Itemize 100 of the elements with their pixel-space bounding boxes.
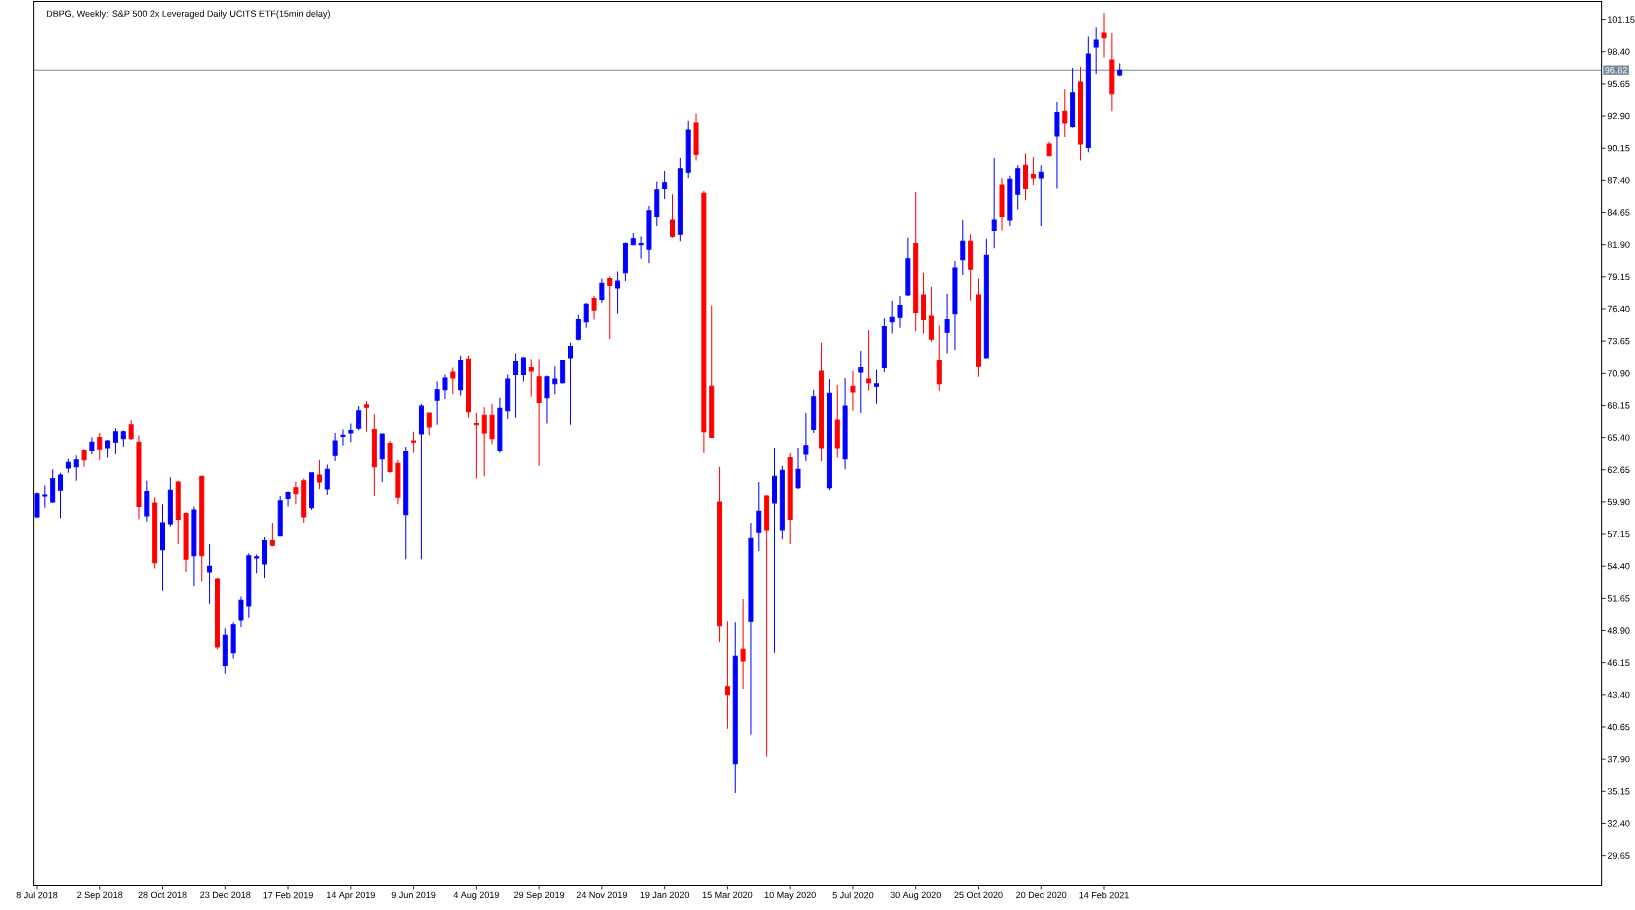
candlestick xyxy=(983,238,989,359)
candlestick xyxy=(646,205,652,264)
candlestick xyxy=(709,304,715,439)
candlestick xyxy=(128,419,134,441)
candlestick xyxy=(309,472,315,511)
candlestick xyxy=(505,373,511,420)
candlestick xyxy=(222,627,228,675)
candlestick xyxy=(442,373,448,400)
candlestick xyxy=(1007,175,1013,227)
candlestick xyxy=(756,481,762,552)
candlestick xyxy=(717,466,723,643)
candlestick xyxy=(615,271,621,315)
candlestick xyxy=(262,536,268,579)
candlestick xyxy=(1085,36,1091,153)
candlestick xyxy=(583,302,589,329)
y-tick-label: 35.15 xyxy=(1607,788,1630,795)
candlestick xyxy=(654,181,660,227)
candlestick xyxy=(536,358,542,467)
x-tick-label: 20 Dec 2020 xyxy=(1016,891,1067,899)
candlestick xyxy=(591,295,597,320)
candlestick xyxy=(638,235,644,260)
x-tick-label: 14 Apr 2019 xyxy=(326,891,375,900)
candlestick xyxy=(183,511,189,573)
candlestick xyxy=(607,275,613,340)
candlestick xyxy=(513,352,519,419)
y-tick-label: 57.15 xyxy=(1607,530,1630,538)
x-tick-label: 25 Oct 2020 xyxy=(954,891,1003,899)
y-tick-label: 51.65 xyxy=(1607,595,1630,602)
x-tick-label: 2 Sep 2018 xyxy=(77,891,123,900)
y-tick-label: 29.65 xyxy=(1607,852,1630,859)
candlestick xyxy=(285,490,291,508)
x-tick-label: 14 Feb 2021 xyxy=(1079,891,1129,899)
y-tick-label: 95.65 xyxy=(1607,80,1630,88)
x-tick-label: 23 Dec 2018 xyxy=(200,891,251,899)
candlestick xyxy=(991,157,997,249)
candlestick xyxy=(960,219,966,276)
candlestick xyxy=(105,439,111,458)
candlestick xyxy=(819,342,825,462)
candlestick xyxy=(207,543,213,605)
candlestick xyxy=(1023,152,1029,201)
candlestick xyxy=(913,191,919,332)
candlestick xyxy=(732,621,738,794)
y-tick-label: 59.90 xyxy=(1607,498,1630,506)
candlestick xyxy=(403,446,409,560)
candlestick xyxy=(1030,156,1036,186)
candlestick xyxy=(246,552,252,619)
y-tick-label: 92.90 xyxy=(1607,112,1630,120)
y-tick-label: 46.15 xyxy=(1607,659,1630,666)
text: DBPG, Weekly: S&P 500 2x Leveraged Daily UCITS ETF(15min delay) xyxy=(46,10,330,19)
candlestick xyxy=(191,506,197,587)
candlestick xyxy=(873,369,879,405)
x-tick-label: 17 Feb 2019 xyxy=(263,891,313,899)
candlestick xyxy=(152,496,158,570)
x-tick-label: 29 Sep 2019 xyxy=(514,891,565,900)
candlestick xyxy=(850,370,856,412)
candlestick xyxy=(316,459,322,490)
candlestick xyxy=(50,468,56,504)
y-tick-label: 98.40 xyxy=(1607,48,1630,55)
candlestick xyxy=(1046,141,1052,157)
candlestick xyxy=(701,190,707,454)
candlestick xyxy=(356,405,362,432)
candlestick xyxy=(136,434,142,520)
candlestick xyxy=(1117,62,1123,77)
ref-line-label: 96.82 xyxy=(1605,67,1627,74)
candlestick xyxy=(42,485,48,509)
candlestick xyxy=(842,377,848,470)
candlestick xyxy=(670,193,675,239)
candlestick xyxy=(214,577,220,650)
x-tick-label: 4 Aug 2019 xyxy=(453,891,499,900)
candlestick xyxy=(599,278,605,304)
candlestick xyxy=(528,358,534,398)
x-tick-label: 9 Jun 2019 xyxy=(391,891,436,899)
candlestick xyxy=(348,423,354,443)
candlestick xyxy=(112,427,118,455)
candlestick xyxy=(1054,101,1060,190)
candlestick xyxy=(975,278,981,378)
candlestick xyxy=(685,120,691,179)
candlestick xyxy=(1093,26,1099,75)
candlestick xyxy=(293,481,299,505)
candlestick xyxy=(834,384,840,458)
candlestick xyxy=(371,413,377,497)
candlestick xyxy=(795,447,801,490)
candlestick xyxy=(411,431,417,454)
y-tick-label: 48.90 xyxy=(1607,627,1630,634)
candlestick xyxy=(199,475,205,582)
candlestick xyxy=(254,554,260,574)
candlestick xyxy=(34,492,40,519)
y-tick-label: 32.40 xyxy=(1607,820,1630,827)
candlestick xyxy=(771,447,777,654)
y-tick-label: 40.65 xyxy=(1607,723,1630,731)
x-tick-label: 19 Jan 2020 xyxy=(640,891,690,899)
candlestick xyxy=(560,359,566,385)
candlestick xyxy=(787,452,793,545)
candlestick xyxy=(167,476,173,527)
y-tick-label: 87.40 xyxy=(1607,177,1630,184)
candlestick xyxy=(269,522,275,547)
y-tick-label: 62.65 xyxy=(1607,466,1630,473)
candlestick xyxy=(866,329,872,392)
candlestick xyxy=(497,397,503,454)
candlestick xyxy=(936,324,942,392)
